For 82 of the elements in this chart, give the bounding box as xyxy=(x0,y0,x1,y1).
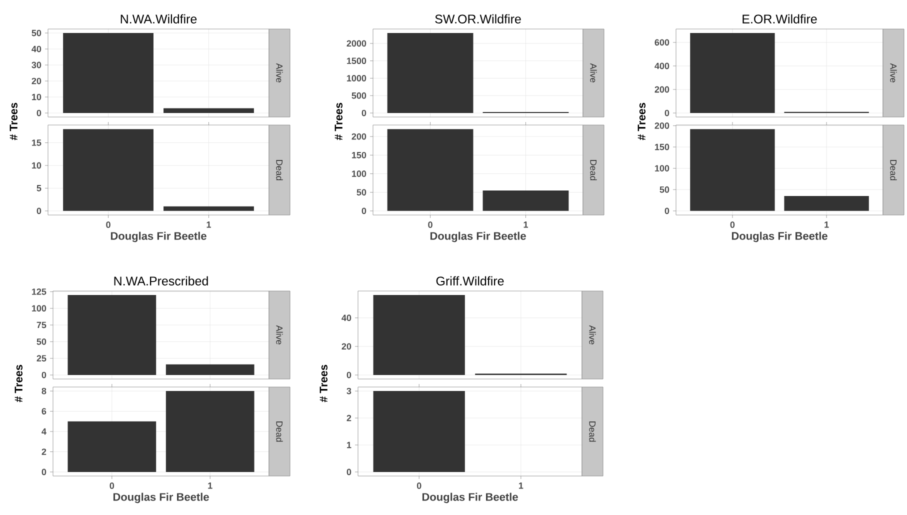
y-tick-label: 50 xyxy=(36,338,46,345)
y-tick-label: 600 xyxy=(654,39,670,46)
y-axis-title: # Trees xyxy=(14,364,22,402)
y-tick-label: 15 xyxy=(32,140,42,146)
y-tick-label: 0 xyxy=(42,468,46,476)
x-tick-label: 1 xyxy=(206,222,211,228)
x-axis-title: Douglas Fir Beetle xyxy=(422,492,518,504)
x-tick-label: 0 xyxy=(730,222,735,228)
x-axis-title: Douglas Fir Beetle xyxy=(110,232,206,242)
text: Dead xyxy=(890,160,897,180)
text: Alive xyxy=(890,63,897,82)
x-tick-label: 1 xyxy=(524,222,528,228)
y-tick-label: 2 xyxy=(42,448,46,455)
y-tick-label: 10 xyxy=(32,94,42,100)
y-tick-label: 5 xyxy=(36,185,42,192)
y-tick-label: 150 xyxy=(352,152,366,158)
y-tick-label: 20 xyxy=(32,78,42,84)
text: Dead xyxy=(276,160,283,180)
text: Alive xyxy=(276,325,283,344)
y-tick-label: 0 xyxy=(42,372,46,378)
y-tick-label: 0 xyxy=(346,372,352,378)
y-tick-label: 8 xyxy=(42,388,46,394)
chart-title: Griff.Wildfire xyxy=(436,276,504,286)
y-tick-label: 0 xyxy=(346,468,352,476)
y-tick-label: 1500 xyxy=(347,58,366,64)
y-axis-title: # Trees xyxy=(638,102,646,140)
y-tick-label: 100 xyxy=(655,165,670,172)
y-tick-label: 75 xyxy=(36,322,46,328)
y-tick-label: 0 xyxy=(36,208,42,214)
x-tick-label: 0 xyxy=(106,222,110,228)
y-tick-label: 0 xyxy=(664,110,670,116)
y-tick-label: 0 xyxy=(36,110,42,116)
x-tick-label: 0 xyxy=(416,482,422,489)
y-tick-label: 200 xyxy=(654,122,670,129)
y-tick-label: 2000 xyxy=(346,40,366,47)
y-tick-label: 200 xyxy=(352,133,366,140)
chart-title: E.OR.Wildfire xyxy=(742,14,817,24)
y-tick-label: 50 xyxy=(32,30,42,36)
y-tick-label: 4 xyxy=(42,428,46,435)
x-tick-label: 1 xyxy=(518,482,524,489)
y-tick-label: 25 xyxy=(36,355,46,362)
chart-title: N.WA.Wildfire xyxy=(120,14,197,24)
y-tick-label: 125 xyxy=(32,288,46,295)
x-axis-title: Douglas Fir Beetle xyxy=(430,232,526,242)
text: Alive xyxy=(590,63,597,82)
x-axis-title: Douglas Fir Beetle xyxy=(732,232,828,242)
text: Alive xyxy=(276,63,283,82)
x-tick-label: 1 xyxy=(824,222,829,228)
y-axis-title: # Trees xyxy=(320,364,328,402)
y-tick-label: 1 xyxy=(347,442,352,448)
y-tick-label: 100 xyxy=(32,305,46,312)
y-tick-label: 500 xyxy=(352,92,366,99)
y-tick-label: 30 xyxy=(32,62,42,68)
y-axis-title: # Trees xyxy=(10,102,18,140)
y-axis-title: # Trees xyxy=(334,102,342,140)
y-tick-label: 40 xyxy=(342,314,352,322)
y-tick-label: 400 xyxy=(654,62,670,70)
text: Dead xyxy=(276,421,283,442)
y-tick-label: 2 xyxy=(346,414,352,422)
chart-title: SW.OR.Wildfire xyxy=(435,14,521,24)
y-tick-label: 20 xyxy=(342,343,352,350)
y-tick-label: 50 xyxy=(660,186,670,193)
y-tick-label: 40 xyxy=(32,46,42,52)
y-tick-label: 150 xyxy=(655,144,670,150)
y-tick-label: 3 xyxy=(346,388,352,394)
y-tick-label: 0 xyxy=(362,110,366,116)
y-tick-label: 200 xyxy=(654,86,670,93)
y-tick-label: 0 xyxy=(664,208,670,214)
x-tick-label: 1 xyxy=(208,482,212,489)
text: Alive xyxy=(589,325,596,344)
y-tick-label: 0 xyxy=(362,208,366,214)
x-tick-label: 0 xyxy=(428,222,432,228)
y-tick-label: 50 xyxy=(356,189,366,196)
x-axis-title: Douglas Fir Beetle xyxy=(113,492,209,504)
y-tick-label: 1000 xyxy=(347,75,366,82)
y-tick-label: 100 xyxy=(352,170,366,177)
chart-title: N.WA.Prescribed xyxy=(114,276,208,286)
text: Dead xyxy=(589,421,596,442)
x-tick-label: 0 xyxy=(110,482,114,489)
y-tick-label: 10 xyxy=(32,162,42,169)
text: Dead xyxy=(590,160,597,180)
y-tick-label: 6 xyxy=(42,408,46,414)
